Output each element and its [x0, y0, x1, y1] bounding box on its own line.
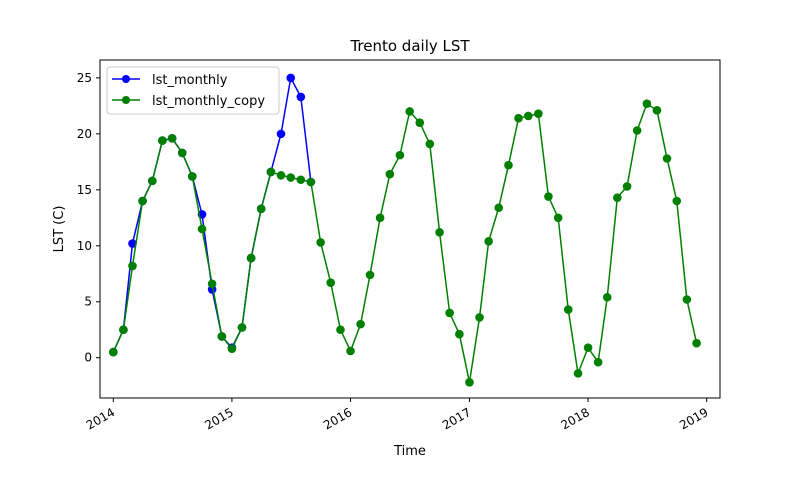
data-point — [365, 270, 375, 280]
legend: lst_monthly lst_monthly_copy — [106, 66, 280, 115]
y-axis: 0 5 10 15 20 25 — [77, 71, 100, 365]
series-lst-monthly-copy — [109, 99, 701, 387]
data-point — [187, 172, 197, 181]
chart-title: Trento daily LST — [349, 37, 470, 55]
data-point — [602, 292, 612, 302]
legend-swatch-marker — [122, 75, 130, 83]
data-point — [395, 150, 405, 160]
data-point — [405, 107, 414, 116]
data-point — [256, 204, 266, 214]
data-point — [632, 126, 642, 135]
data-point — [246, 253, 256, 263]
data-point — [425, 139, 435, 149]
legend-swatch-marker — [122, 96, 130, 104]
data-point — [128, 261, 137, 271]
data-point — [296, 92, 306, 102]
data-point — [177, 148, 187, 158]
data-point — [119, 325, 128, 335]
y-tick-label: 0 — [84, 351, 92, 365]
data-point — [109, 347, 118, 357]
data-point — [494, 203, 504, 213]
data-point — [375, 213, 385, 223]
data-point — [563, 305, 573, 314]
data-point — [504, 160, 513, 170]
data-point — [207, 279, 217, 289]
legend-item: lst_monthly_copy — [112, 94, 265, 109]
data-point — [138, 196, 147, 206]
data-point — [167, 134, 177, 143]
data-point — [692, 338, 701, 348]
data-point — [475, 313, 484, 322]
data-point — [465, 378, 474, 387]
data-point — [148, 176, 157, 186]
data-point — [217, 332, 227, 341]
data-point — [237, 323, 247, 332]
data-point — [435, 228, 444, 237]
data-point — [544, 192, 553, 201]
data-point — [286, 73, 296, 83]
data-point — [227, 344, 237, 354]
data-point — [455, 329, 464, 339]
data-point — [642, 99, 652, 108]
data-point — [652, 106, 662, 115]
data-point — [523, 111, 533, 121]
data-point — [573, 369, 583, 378]
data-point — [336, 325, 345, 335]
data-point — [276, 129, 286, 139]
data-point — [593, 357, 603, 367]
data-point — [346, 346, 355, 356]
data-point — [128, 239, 137, 248]
data-point — [306, 177, 316, 187]
legend-label: lst_monthly_copy — [152, 94, 265, 109]
data-point — [553, 213, 563, 223]
data-point — [415, 118, 425, 127]
plot-area — [109, 73, 701, 387]
series-line — [112, 102, 698, 384]
plot-frame — [99, 59, 721, 399]
data-point — [197, 224, 207, 234]
data-point — [158, 136, 167, 145]
data-point — [326, 278, 336, 288]
x-axis-label: Time — [393, 444, 426, 459]
data-point — [296, 175, 306, 185]
data-point — [385, 169, 395, 179]
y-tick-label: 15 — [77, 183, 92, 197]
legend-label: lst_monthly — [152, 73, 228, 88]
data-point — [583, 343, 593, 352]
data-point — [682, 295, 692, 304]
data-point — [662, 154, 672, 163]
data-point — [266, 167, 276, 177]
legend-box — [106, 66, 280, 115]
data-point — [276, 170, 286, 180]
y-axis-label: LST (C) — [52, 206, 67, 253]
data-point — [622, 182, 632, 191]
y-tick-label: 10 — [77, 239, 92, 253]
y-tick-label: 5 — [84, 295, 92, 309]
data-point — [286, 173, 296, 182]
data-point — [316, 238, 325, 247]
data-point — [514, 113, 523, 123]
data-point — [534, 109, 543, 119]
legend-item: lst_monthly — [112, 73, 228, 88]
data-point — [613, 193, 622, 202]
data-point — [356, 319, 365, 329]
y-tick-label: 20 — [77, 127, 92, 141]
data-point — [672, 196, 682, 206]
y-tick-label: 25 — [77, 71, 92, 85]
data-point — [484, 237, 493, 246]
data-point — [445, 308, 454, 318]
